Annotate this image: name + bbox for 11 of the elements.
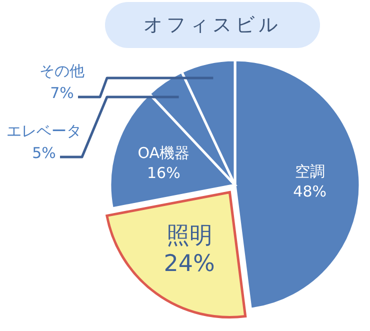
slice-label: エレベータ xyxy=(6,122,82,140)
data-label: 16% xyxy=(147,164,180,182)
slice-label: 空調 xyxy=(294,162,325,180)
data-label: 48% xyxy=(293,182,327,200)
data-label: 5% xyxy=(32,144,56,162)
data-label: 7% xyxy=(50,84,74,102)
chart-title: オフィスビル xyxy=(105,2,320,48)
slice-label: 照明 xyxy=(166,222,212,249)
slice-label: その他 xyxy=(40,62,84,80)
data-label: 24% xyxy=(164,250,215,277)
slice-label: OA機器 xyxy=(138,144,190,162)
